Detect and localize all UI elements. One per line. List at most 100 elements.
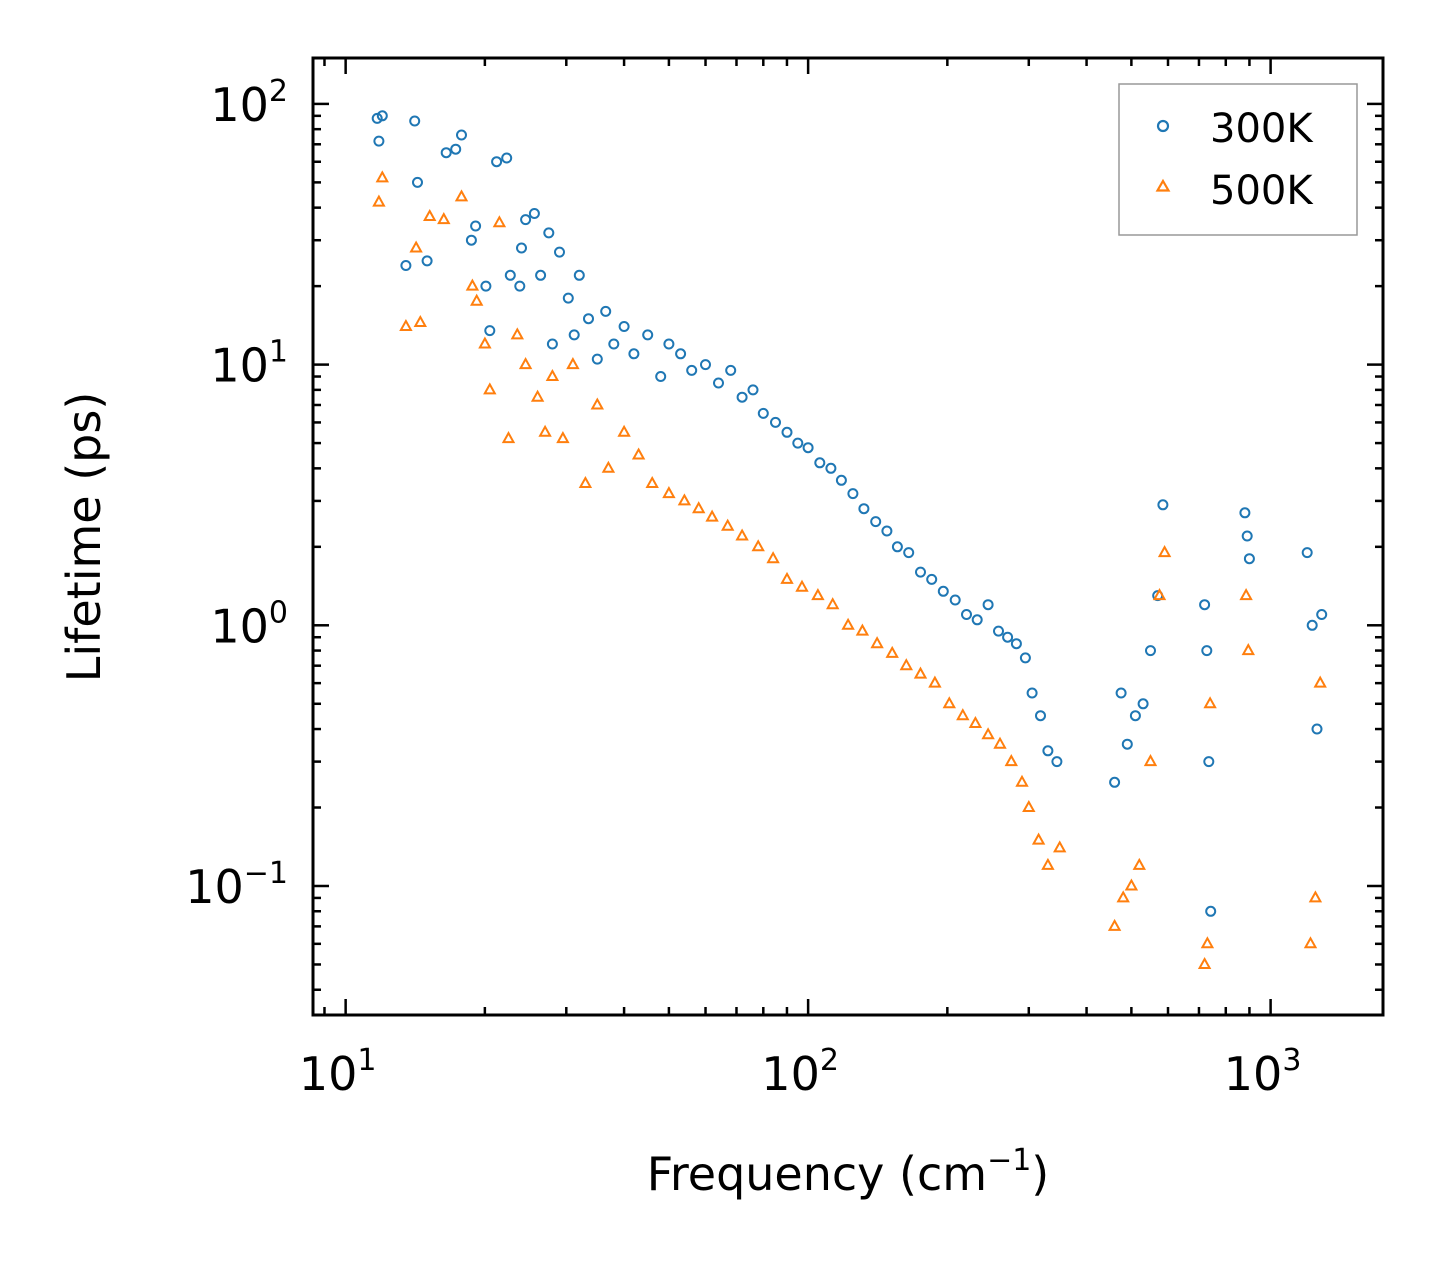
point-500k: [677, 493, 692, 506]
point-500k: [942, 696, 956, 709]
point-300k: [686, 364, 698, 376]
point-300k: [371, 112, 383, 124]
point-500k: [721, 518, 735, 531]
point-300k: [583, 313, 594, 325]
point-300k: [937, 585, 949, 597]
point-500k: [795, 579, 809, 592]
point-500k: [705, 509, 719, 522]
legend-frame: [1118, 83, 1358, 236]
point-500k: [1313, 675, 1327, 688]
point-300k: [516, 242, 527, 254]
point-500k: [510, 327, 524, 340]
point-500k: [735, 528, 749, 541]
point-300k: [792, 437, 804, 449]
point-500k: [780, 571, 794, 584]
x-axis-title: Frequency (cm−1): [647, 1143, 1050, 1201]
point-300k: [470, 220, 482, 232]
point-300k: [504, 269, 516, 281]
point-300k: [781, 426, 793, 438]
point-300k: [440, 147, 452, 159]
point-300k: [1010, 638, 1022, 650]
point-500k: [811, 588, 825, 601]
point-300k: [642, 329, 654, 341]
point-300k: [373, 135, 385, 147]
point-500k: [968, 715, 983, 728]
y-axis-title: Lifetime (ps): [57, 392, 111, 683]
point-300k: [600, 305, 612, 317]
point-300k: [514, 280, 526, 292]
point-300k: [573, 269, 585, 281]
series-300k: [371, 110, 1328, 917]
point-300k: [1199, 599, 1211, 611]
point-300k: [480, 280, 492, 292]
x-axis-title-main: Frequency (cm: [647, 1147, 987, 1201]
point-500k: [413, 314, 427, 327]
point-300k: [814, 457, 826, 469]
legend-label-300k: 300K: [1210, 106, 1314, 152]
x-tick-label: 101: [299, 1043, 377, 1101]
point-500k: [1116, 890, 1130, 903]
point-300k: [971, 614, 983, 626]
point-500k: [478, 336, 492, 349]
y-tick-label: 100: [210, 595, 288, 653]
point-300k: [993, 625, 1004, 637]
point-300k: [915, 566, 926, 578]
point-300k: [409, 115, 421, 127]
point-300k: [1035, 710, 1046, 722]
point-500k: [1031, 832, 1046, 845]
x-axis-title-sup: −1: [987, 1143, 1031, 1178]
point-500k: [372, 194, 386, 207]
point-300k: [1115, 687, 1127, 699]
point-300k: [1051, 756, 1063, 768]
point-500k: [1124, 878, 1139, 891]
point-500k: [993, 736, 1007, 749]
point-500k: [423, 208, 437, 221]
point-500k: [1239, 588, 1253, 601]
point-300k: [554, 246, 565, 258]
point-300k: [1019, 652, 1031, 664]
point-300k: [655, 371, 667, 382]
point-300k: [926, 573, 938, 585]
point-500k: [454, 189, 469, 202]
point-500k: [530, 389, 545, 402]
point-500k: [1203, 696, 1217, 709]
point-300k: [628, 348, 640, 360]
point-300k: [1121, 738, 1133, 750]
point-300k: [491, 156, 503, 168]
point-300k: [618, 321, 630, 332]
point-500k: [1041, 857, 1055, 870]
legend-label-500k: 500K: [1210, 168, 1314, 214]
point-500k: [885, 645, 899, 658]
point-300k: [663, 338, 675, 350]
point-300k: [713, 377, 724, 389]
point-300k: [770, 416, 781, 428]
point-300k: [802, 442, 814, 454]
point-300k: [501, 152, 513, 164]
point-500k: [1022, 799, 1036, 812]
point-500k: [1308, 890, 1323, 903]
point-300k: [1201, 645, 1213, 657]
point-500k: [375, 170, 389, 183]
point-300k: [1157, 499, 1169, 511]
x-tick-label: 102: [761, 1043, 839, 1101]
point-300k: [608, 338, 620, 350]
point-500k: [437, 212, 451, 225]
y-tick-labels: 10−1 100 101 102: [185, 74, 288, 914]
point-500k: [751, 539, 765, 552]
point-300k: [903, 547, 915, 559]
point-500k: [501, 431, 516, 444]
point-300k: [520, 214, 532, 226]
point-300k: [456, 129, 467, 141]
point-500k: [692, 501, 706, 514]
point-300k: [982, 599, 994, 611]
point-500k: [1200, 936, 1215, 949]
point-300k: [546, 338, 558, 350]
point-300k: [1137, 698, 1149, 710]
point-300k: [1129, 710, 1141, 722]
point-300k: [421, 255, 433, 267]
point-300k: [1301, 547, 1313, 559]
point-300k: [961, 609, 972, 620]
point-500k: [1107, 918, 1122, 931]
point-500k: [556, 431, 570, 444]
